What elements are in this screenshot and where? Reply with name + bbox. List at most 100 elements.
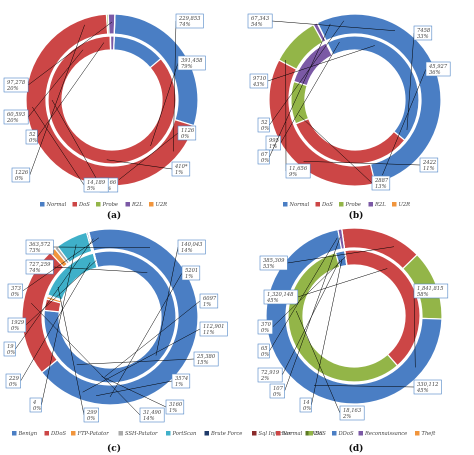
value-label-box: [257, 367, 283, 383]
value-label-text: 36%: [429, 70, 441, 76]
leader-line: [104, 300, 201, 377]
legend-swatch: [415, 431, 420, 436]
legend-entry: Normal: [46, 202, 67, 208]
value-label-box: [247, 13, 273, 29]
legend-swatch: [166, 431, 171, 436]
value-label-box: [181, 265, 201, 281]
value-label-text: 72,919: [261, 370, 280, 376]
legend-swatch: [308, 431, 313, 436]
value-label-text: 0%: [11, 292, 19, 298]
value-label-box: [7, 283, 23, 299]
value-label-text: 373: [11, 286, 22, 292]
legend-entry: U2R: [156, 202, 168, 208]
value-label-text: 43%: [252, 82, 265, 88]
leader-line: [53, 266, 148, 273]
value-label-text: 74%: [29, 268, 41, 274]
legend-swatch: [358, 431, 363, 436]
leader-line: [303, 161, 421, 166]
value-label-box: [83, 407, 99, 423]
value-label-text: 0%: [261, 126, 269, 132]
value-label-box: [177, 239, 206, 255]
value-label-text: 0%: [11, 326, 19, 332]
legend-entry: Reconnaissance: [364, 431, 407, 437]
value-label-box: [419, 157, 439, 173]
value-label-box: [171, 373, 191, 389]
value-label-text: 58%: [417, 292, 429, 298]
leader-line: [280, 41, 340, 144]
legend-entry: R2L: [131, 202, 143, 208]
value-label-box: [29, 397, 42, 413]
legend-swatch: [118, 431, 123, 436]
legend-entry: Sql Injection: [259, 431, 292, 437]
outer-ring-slice-3: [265, 228, 443, 405]
value-label-text: 391,458: [181, 58, 203, 64]
value-label-text: 0%: [15, 176, 23, 182]
value-label-text: 0%: [181, 134, 189, 140]
chart-panel-2: 67,34354%745833%971043%45,92736%520%9951…: [247, 13, 451, 221]
value-label-text: 3574: [175, 376, 188, 382]
legend-swatch: [283, 202, 288, 207]
legend-swatch: [12, 431, 17, 436]
legend-swatch: [305, 431, 310, 436]
value-label-text: 363,572: [29, 242, 50, 248]
value-label-text: 11,656: [289, 166, 308, 172]
leader-line: [51, 99, 101, 186]
panel-caption: (a): [107, 210, 121, 221]
legend-entry: DoS: [321, 202, 333, 208]
value-label-box: [371, 175, 391, 191]
outer-ring-slice-5: [341, 228, 346, 250]
value-label-box: [259, 255, 288, 271]
value-label-box: [413, 379, 442, 395]
value-label-text: 67,343: [251, 16, 270, 22]
value-label-text: 2887: [374, 178, 389, 184]
value-label-box: [265, 135, 281, 151]
value-label-text: 1,320,148: [267, 292, 294, 298]
value-label-text: 0%: [303, 406, 311, 412]
value-label-text: 229,853: [178, 16, 201, 22]
value-label-text: 299: [86, 410, 98, 416]
value-label-box: [413, 283, 449, 299]
chart-panel-1: 229,85374%391,45879%97,27820%60,59320%11…: [3, 13, 206, 221]
value-label-text: 0%: [273, 392, 281, 398]
leader-line: [295, 310, 341, 414]
value-label-text: 1%: [185, 274, 193, 280]
value-label-text: 0%: [87, 416, 95, 422]
value-label-box: [7, 317, 27, 333]
value-label-box: [199, 321, 228, 337]
value-label-box: [269, 383, 285, 399]
leader-line: [150, 62, 179, 147]
value-label-text: 3160: [169, 402, 183, 408]
legend-entry: DDoS: [50, 431, 66, 437]
value-label-text: 14: [303, 400, 310, 406]
inner-ring-slice-5: [325, 41, 334, 57]
value-label-text: 1%: [269, 144, 277, 150]
leader-line: [53, 246, 151, 248]
leader-line: [57, 286, 85, 416]
leader-line: [41, 244, 77, 406]
value-label-text: 20%: [6, 118, 19, 124]
leader-line: [269, 20, 345, 126]
leader-line: [298, 114, 373, 184]
value-label-text: 45%: [266, 298, 279, 304]
value-label-text: 0%: [261, 352, 269, 358]
inner-ring-slice-8: [93, 252, 99, 269]
value-label-text: 52: [261, 120, 268, 126]
value-label-text: 370: [261, 322, 272, 328]
value-label-box: [199, 293, 219, 309]
value-label-text: 4166: [102, 180, 117, 186]
legend-swatch: [44, 431, 49, 436]
legend-swatch: [40, 202, 45, 207]
legend-swatch: [332, 431, 337, 436]
value-label-box: [175, 13, 204, 29]
value-label-text: 1%: [175, 382, 183, 388]
leader-line: [284, 237, 341, 392]
value-label-text: 5201: [185, 268, 198, 274]
value-label-box: [25, 239, 54, 255]
value-label-text: 2422: [422, 160, 436, 166]
value-label-text: 14%: [181, 248, 193, 254]
chart-panel-3: 363,57273%727,25974%140,04314%52011%6097…: [3, 228, 323, 454]
leader-line: [31, 302, 141, 416]
value-label-text: 97,278: [7, 80, 26, 86]
leader-line: [118, 132, 179, 180]
value-label-text: 9%: [289, 172, 297, 178]
